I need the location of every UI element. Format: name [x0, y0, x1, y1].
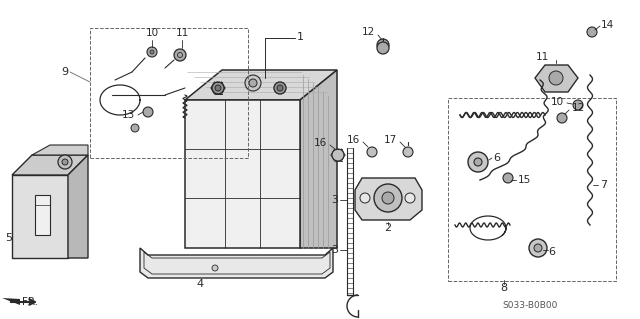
Polygon shape: [355, 178, 422, 220]
Text: 8: 8: [500, 283, 508, 293]
Circle shape: [557, 113, 567, 123]
Text: 15: 15: [518, 175, 531, 185]
Text: 10: 10: [145, 28, 159, 38]
Circle shape: [549, 71, 563, 85]
Circle shape: [367, 147, 377, 157]
Polygon shape: [12, 155, 88, 175]
Text: 11: 11: [175, 28, 189, 38]
Text: 3: 3: [331, 195, 338, 205]
Text: FR.: FR.: [22, 297, 38, 307]
Text: 12: 12: [572, 103, 585, 113]
Circle shape: [374, 184, 402, 212]
Circle shape: [534, 244, 542, 252]
Polygon shape: [185, 100, 300, 248]
Circle shape: [150, 50, 154, 54]
Circle shape: [277, 85, 283, 91]
Text: 4: 4: [196, 279, 204, 289]
Circle shape: [143, 107, 153, 117]
Text: 1: 1: [297, 32, 304, 42]
Text: 12: 12: [362, 27, 375, 37]
Polygon shape: [2, 298, 20, 305]
Text: S033-B0B00: S033-B0B00: [502, 300, 557, 309]
Circle shape: [468, 152, 488, 172]
Circle shape: [332, 149, 344, 161]
Text: 10: 10: [551, 97, 564, 107]
Circle shape: [360, 193, 370, 203]
Circle shape: [587, 27, 597, 37]
Circle shape: [503, 173, 513, 183]
Polygon shape: [140, 248, 333, 278]
Polygon shape: [12, 175, 68, 258]
Text: 17: 17: [384, 135, 397, 145]
Circle shape: [274, 82, 286, 94]
Text: 14: 14: [601, 20, 614, 30]
Text: 11: 11: [536, 52, 548, 62]
Polygon shape: [35, 195, 50, 235]
Circle shape: [62, 159, 68, 165]
Bar: [90, 28, 248, 158]
Text: 16: 16: [314, 138, 327, 148]
Circle shape: [249, 79, 257, 87]
Circle shape: [212, 265, 218, 271]
Circle shape: [174, 49, 186, 61]
Polygon shape: [535, 65, 578, 92]
Text: 6: 6: [548, 247, 555, 257]
Circle shape: [529, 239, 547, 257]
Text: 16: 16: [347, 135, 360, 145]
Polygon shape: [32, 145, 88, 155]
Polygon shape: [185, 70, 337, 100]
Text: 2: 2: [385, 223, 392, 233]
Circle shape: [147, 47, 157, 57]
Text: 9: 9: [61, 67, 68, 77]
Polygon shape: [68, 155, 88, 258]
Circle shape: [131, 124, 139, 132]
Text: 7: 7: [600, 180, 607, 190]
Circle shape: [382, 192, 394, 204]
Text: 13: 13: [122, 110, 135, 120]
Circle shape: [215, 85, 221, 91]
Circle shape: [245, 75, 261, 91]
Text: 5: 5: [5, 233, 12, 243]
Circle shape: [58, 155, 72, 169]
Polygon shape: [300, 70, 337, 248]
Bar: [448, 98, 616, 281]
Circle shape: [474, 158, 482, 166]
Circle shape: [403, 147, 413, 157]
Circle shape: [405, 193, 415, 203]
Circle shape: [212, 82, 224, 94]
Circle shape: [377, 42, 389, 54]
Circle shape: [573, 100, 583, 110]
Text: 6: 6: [493, 153, 500, 163]
Circle shape: [377, 39, 389, 51]
Text: 3: 3: [331, 245, 338, 255]
